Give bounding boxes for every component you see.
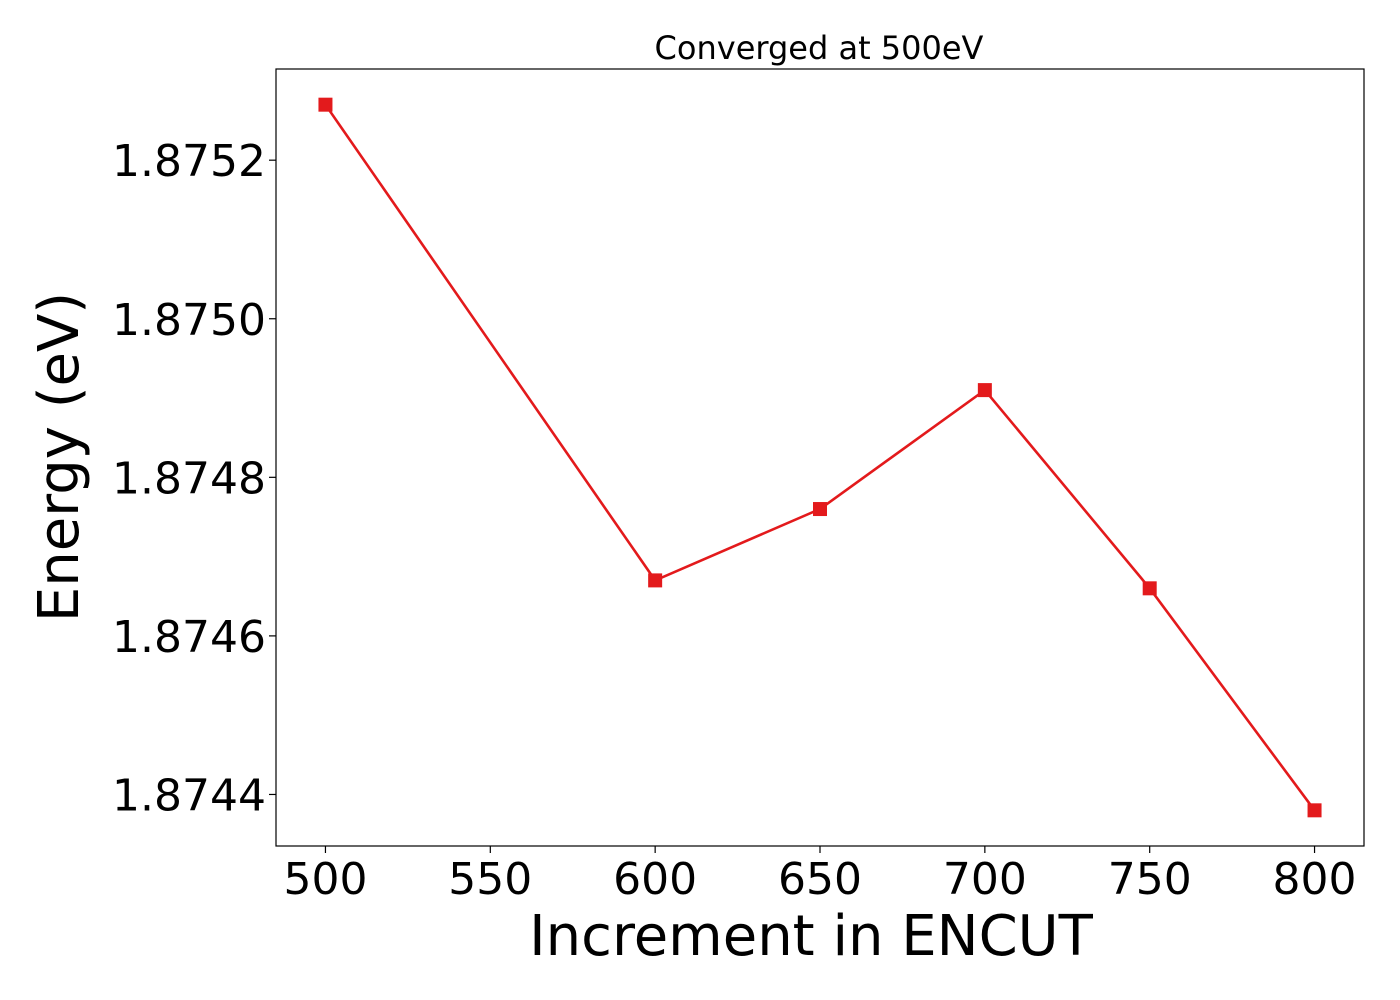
y-tick-label: 1.8752	[112, 136, 266, 187]
data-point-marker	[813, 502, 827, 517]
data-point-marker	[1142, 581, 1157, 596]
x-tick-label: 650	[778, 854, 862, 905]
data-point-marker	[977, 383, 992, 398]
x-tick-label: 500	[283, 854, 367, 905]
x-axis-label: Increment in ENCUT	[529, 904, 1094, 969]
x-tick-label: 700	[943, 854, 1027, 905]
y-axis-label: Energy (eV)	[27, 292, 92, 622]
x-tick-label: 750	[1108, 854, 1192, 905]
chart-title: Converged at 500eV	[655, 29, 984, 67]
y-tick-label: 1.8744	[112, 770, 266, 821]
x-tick-label: 800	[1273, 854, 1357, 905]
data-point-marker	[648, 573, 663, 588]
series-line	[324, 103, 1316, 812]
y-axis: 1.8744 1.8746 1.8748 1.8750 1.8752	[112, 136, 276, 821]
plot-area	[318, 97, 1322, 818]
y-tick-label: 1.8746	[112, 612, 266, 663]
x-tick-label: 600	[613, 854, 697, 905]
data-point-marker	[318, 97, 333, 112]
plot-frame	[275, 68, 1365, 847]
x-tick-label: 550	[448, 854, 532, 905]
y-tick-label: 1.8748	[112, 453, 266, 504]
y-tick-label: 1.8750	[112, 295, 266, 346]
data-point-marker	[1307, 803, 1322, 818]
x-axis: 500 550 600 650 700 750 800	[283, 846, 1357, 905]
